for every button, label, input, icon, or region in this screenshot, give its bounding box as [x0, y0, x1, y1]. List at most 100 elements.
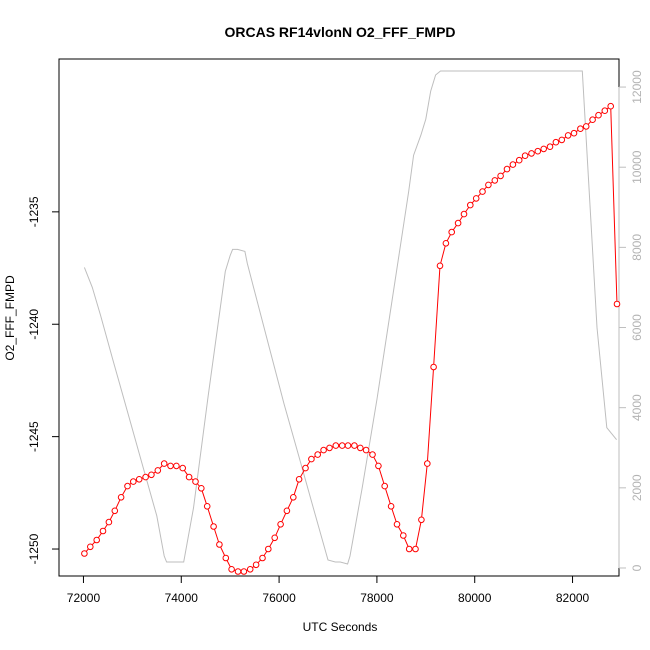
- data-point: [93, 536, 100, 544]
- data-point: [362, 446, 370, 454]
- y2-tick-label: 0: [630, 564, 644, 571]
- data-point: [192, 478, 199, 485]
- data-point: [185, 473, 193, 481]
- x-tick-label: 72000: [67, 591, 101, 605]
- secondary-series-line: [83, 70, 617, 565]
- data-point: [277, 521, 284, 528]
- data-point: [130, 478, 137, 485]
- data-point: [142, 473, 149, 481]
- x-tick-label: 76000: [262, 591, 296, 605]
- data-point: [479, 188, 486, 195]
- data-point: [154, 467, 162, 474]
- y-axis-label: O2_FFF_FMPD: [3, 275, 17, 361]
- data-point: [203, 503, 211, 510]
- data-point: [552, 138, 560, 146]
- data-point: [400, 532, 407, 539]
- data-point: [418, 516, 425, 524]
- data-point: [160, 460, 168, 467]
- data-point: [497, 172, 504, 180]
- data-point: [582, 123, 590, 130]
- y-axis-left: -1235 -1240 -1245 -1250: [27, 196, 59, 564]
- data-point: [357, 444, 364, 452]
- data-point: [246, 566, 254, 573]
- data-point: [210, 523, 217, 530]
- data-point: [564, 132, 572, 139]
- data-point: [387, 503, 395, 510]
- data-point: [351, 442, 358, 449]
- data-point: [454, 219, 462, 227]
- data-point: [81, 550, 88, 557]
- data-point: [290, 494, 297, 501]
- data-point: [369, 451, 376, 458]
- data-point: [540, 145, 548, 153]
- x-tick-label: 74000: [165, 591, 199, 605]
- data-point: [589, 116, 596, 123]
- data-point: [534, 147, 542, 155]
- data-point: [240, 568, 248, 575]
- data-point: [405, 545, 413, 553]
- data-point: [216, 541, 223, 548]
- data-point: [320, 446, 327, 454]
- y-tick-label: -1235: [27, 196, 41, 227]
- data-point: [607, 102, 615, 110]
- data-point: [570, 129, 578, 137]
- plot-frame: [58, 58, 620, 577]
- x-axis-label: UTC Seconds: [303, 620, 378, 634]
- data-point: [87, 543, 94, 551]
- data-point: [436, 262, 444, 270]
- data-point: [412, 545, 419, 553]
- data-point: [430, 363, 437, 371]
- data-point: [302, 464, 309, 472]
- data-point: [198, 485, 205, 492]
- data-point: [252, 561, 260, 569]
- data-point: [344, 442, 352, 449]
- y-axis-right: 0 2000 4000 6000 8000 10000 12000: [618, 70, 644, 571]
- data-point: [173, 462, 180, 470]
- data-point: [577, 125, 584, 132]
- y2-tick-label: 6000: [630, 314, 644, 341]
- data-point: [228, 566, 235, 573]
- data-point: [485, 181, 492, 189]
- x-tick-label: 82000: [556, 591, 590, 605]
- primary-series-line: [84, 105, 618, 572]
- y2-tick-label: 10000: [630, 150, 644, 184]
- data-point: [515, 156, 523, 164]
- data-point: [424, 460, 431, 467]
- data-point: [179, 464, 186, 472]
- data-point: [467, 201, 474, 209]
- data-point: [117, 494, 125, 501]
- data-point: [124, 482, 131, 490]
- data-point: [265, 545, 272, 553]
- series-layer: [81, 70, 621, 575]
- data-point: [503, 165, 511, 173]
- data-point: [491, 177, 499, 184]
- x-tick-label: 78000: [360, 591, 394, 605]
- data-point: [595, 111, 602, 119]
- data-point: [308, 455, 315, 463]
- data-point: [521, 152, 529, 159]
- data-point: [528, 150, 535, 157]
- data-point: [135, 476, 143, 483]
- y2-tick-label: 8000: [630, 234, 644, 261]
- data-point: [613, 300, 621, 308]
- data-point: [381, 482, 389, 490]
- data-point: [509, 161, 517, 168]
- data-point: [332, 442, 340, 449]
- data-point: [558, 136, 566, 144]
- data-point: [222, 554, 230, 562]
- y-tick-label: -1250: [27, 533, 41, 564]
- x-tick-label: 80000: [458, 591, 492, 605]
- data-point: [472, 195, 480, 202]
- data-point: [148, 471, 155, 479]
- data-point: [393, 521, 401, 528]
- x-axis: 72000 74000 76000 78000 80000 82000: [67, 575, 590, 605]
- data-point: [326, 444, 333, 452]
- data-point: [546, 143, 554, 150]
- data-point: [601, 107, 609, 114]
- data-point: [295, 476, 303, 483]
- data-point: [167, 462, 174, 470]
- y2-tick-label: 12000: [630, 70, 644, 104]
- data-point: [338, 442, 346, 449]
- y2-tick-label: 2000: [630, 474, 644, 501]
